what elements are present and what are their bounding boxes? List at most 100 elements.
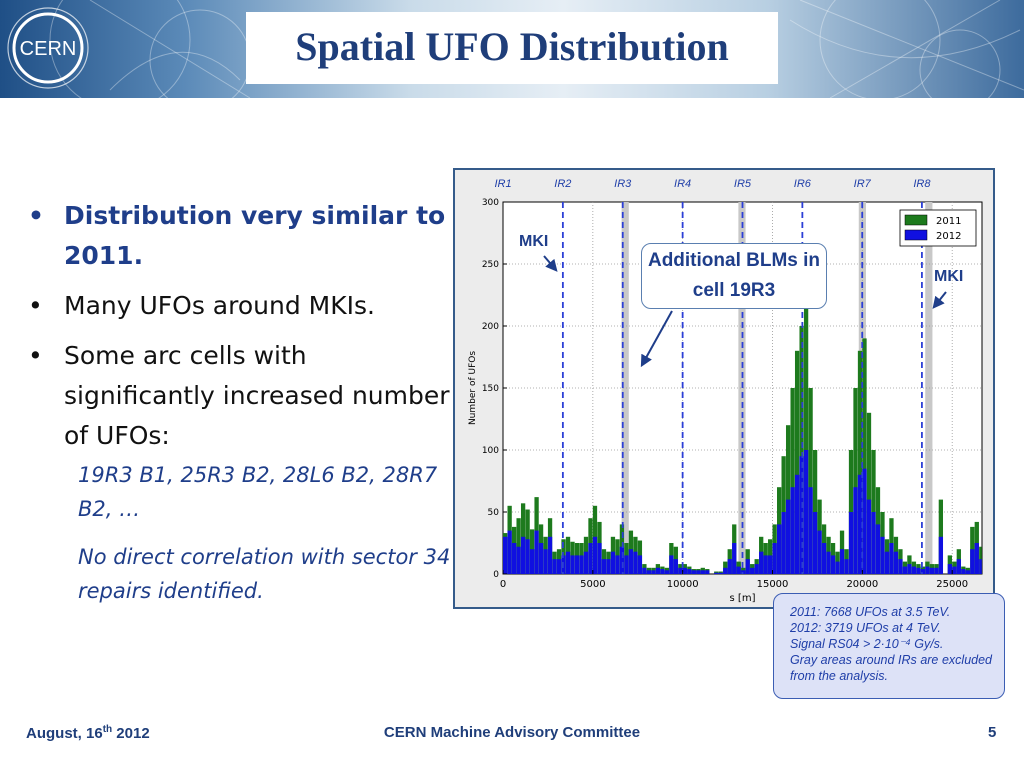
- bullet-text: Some arc cells with significantly increa…: [64, 341, 450, 450]
- bar-2011: [790, 388, 795, 574]
- bar-2012: [538, 543, 544, 574]
- x-tick-label: 25000: [936, 579, 968, 590]
- x-tick-label: 5000: [580, 579, 605, 590]
- bar-2012: [750, 567, 755, 574]
- mki-label-left: MKI: [519, 233, 549, 250]
- bar-2012: [916, 567, 921, 574]
- bar-2012: [727, 559, 732, 574]
- x-tick-label: 10000: [667, 579, 699, 590]
- bar-2012: [844, 559, 849, 574]
- bar-2012: [606, 559, 611, 574]
- bar-2012: [687, 569, 692, 574]
- bullet-dot-icon: •: [28, 201, 44, 230]
- bar-2012: [862, 468, 867, 574]
- y-axis-label: Number of UFOs: [468, 351, 478, 425]
- bar-2011: [794, 350, 800, 574]
- y-tick-label: 200: [482, 322, 499, 332]
- bar-2012: [763, 555, 768, 574]
- footer-center: CERN Machine Advisory Committee: [383, 724, 641, 741]
- y-tick-label: 300: [482, 198, 499, 208]
- title-background: [246, 12, 778, 84]
- legend-label: 2011: [936, 216, 961, 227]
- bar-2012: [723, 567, 728, 574]
- bar-2012: [794, 474, 800, 574]
- bar-2012: [637, 555, 643, 574]
- bar-2012: [826, 551, 831, 574]
- bar-2011: [866, 412, 872, 574]
- bar-2011: [862, 338, 867, 574]
- ir-label: IR8: [913, 178, 931, 190]
- bar-2012: [633, 551, 638, 574]
- bar-2012: [898, 559, 903, 574]
- logo-text: CERN: [20, 38, 77, 60]
- bar-2012: [781, 512, 786, 574]
- bar-2011: [808, 388, 813, 574]
- x-axis-label: s [m]: [730, 593, 756, 604]
- bar-2011: [516, 518, 521, 574]
- bar-2012: [929, 567, 935, 574]
- bar-2012: [911, 566, 917, 574]
- bar-2012: [902, 566, 908, 574]
- bar-2012: [938, 536, 944, 574]
- bar-2011: [857, 350, 863, 574]
- cern-logo: CERN: [7, 7, 89, 89]
- bar-2012: [965, 570, 970, 574]
- bar-2012: [835, 561, 840, 574]
- bar-2012: [880, 536, 885, 574]
- bar-2012: [893, 551, 899, 574]
- bar-2012: [651, 570, 656, 574]
- ir-label: IR6: [794, 178, 812, 190]
- bar-2012: [866, 499, 872, 574]
- bar-2012: [628, 549, 634, 574]
- bar-2012: [664, 570, 670, 574]
- bar-2012: [821, 543, 827, 574]
- bar-2012: [619, 546, 625, 574]
- bar-2012: [669, 555, 674, 574]
- bar-2012: [848, 512, 854, 574]
- bar-2012: [705, 570, 710, 574]
- bar-2012: [691, 570, 696, 574]
- bar-2012: [952, 566, 957, 574]
- bar-2012: [884, 551, 890, 574]
- bar-2012: [889, 543, 894, 574]
- footer-date: August, 16th 2012: [26, 724, 150, 742]
- sub-item: No direct correlation with sector 34 rep…: [78, 545, 451, 603]
- note-line: 2011: 7668 UFOs at 3.5 TeV.: [790, 605, 951, 619]
- bar-2012: [830, 555, 836, 574]
- note-line: 2012: 3719 UFOs at 4 TeV.: [790, 621, 941, 635]
- ir-label: IR5: [734, 178, 752, 190]
- bar-2012: [547, 536, 553, 574]
- page-title: Spatial UFO Distribution: [295, 24, 729, 69]
- bar-2012: [718, 572, 723, 574]
- bullet-item: • Distribution very similar to 2011.: [24, 196, 454, 276]
- bar-2012: [673, 559, 678, 574]
- bar-2012: [714, 572, 719, 574]
- bar-2012: [678, 567, 683, 574]
- bar-2012: [601, 559, 607, 574]
- y-tick-label: 250: [482, 260, 499, 270]
- bar-2012: [520, 536, 526, 574]
- bar-2011: [799, 326, 804, 574]
- bar-2012: [754, 564, 759, 574]
- bar-2012: [817, 530, 822, 574]
- bar-2012: [556, 559, 562, 574]
- bar-2012: [592, 536, 598, 574]
- bullet-dot-icon: •: [28, 341, 43, 370]
- bar-2012: [732, 543, 737, 574]
- bar-2012: [696, 570, 701, 574]
- date-suffix-sup: th: [102, 724, 113, 735]
- bar-2012: [534, 530, 539, 574]
- x-tick-label: 15000: [757, 579, 789, 590]
- bar-2012: [790, 487, 795, 574]
- bar-2012: [907, 564, 912, 574]
- date-year: 2012: [112, 725, 150, 742]
- bar-2012: [925, 566, 930, 574]
- y-tick-label: 100: [482, 446, 499, 456]
- bar-2012: [570, 555, 575, 574]
- bar-2012: [839, 549, 845, 574]
- bar-2012: [543, 549, 548, 574]
- info-note: 2011: 7668 UFOs at 3.5 TeV. 2012: 3719 U…: [773, 593, 1005, 699]
- bar-2012: [871, 512, 876, 574]
- y-tick-label: 150: [482, 384, 499, 394]
- bar-2012: [516, 546, 521, 574]
